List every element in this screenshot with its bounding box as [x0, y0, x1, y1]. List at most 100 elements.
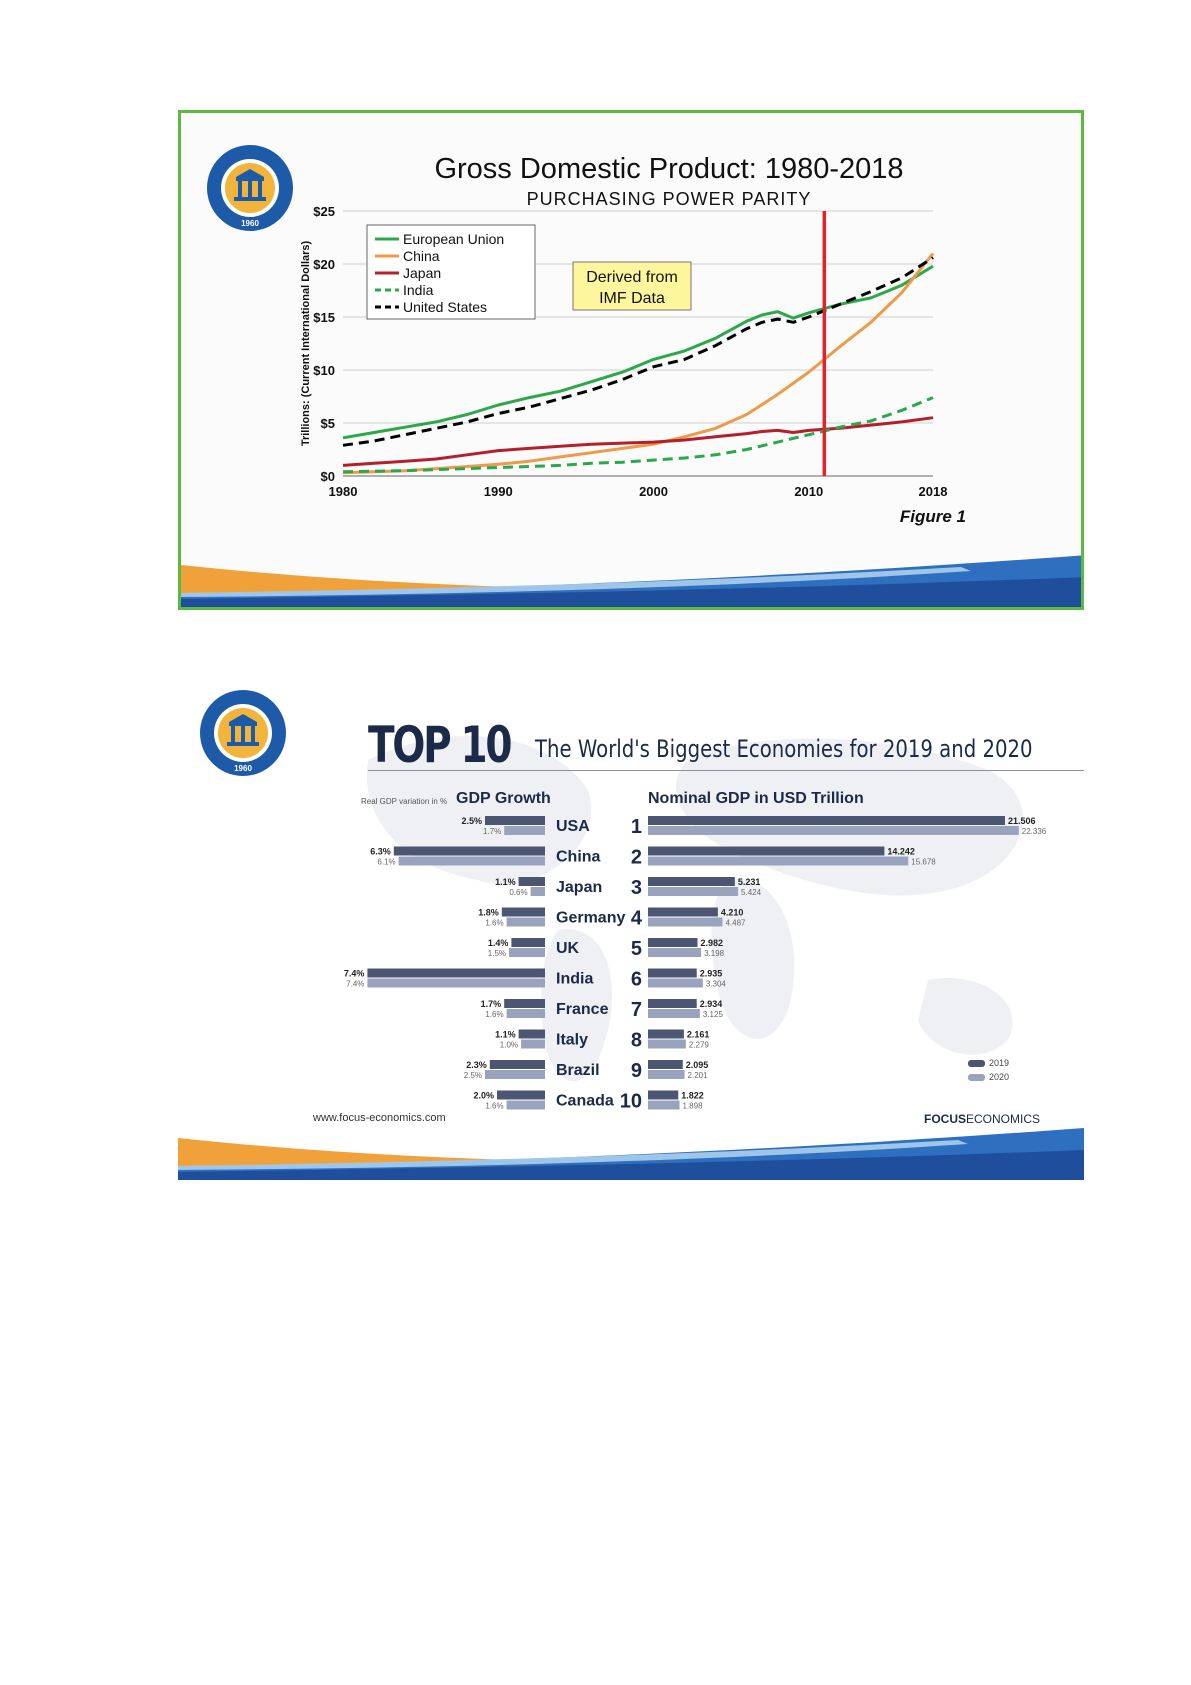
nominal-label-2019: 2.095: [686, 1060, 709, 1070]
gdp-growth-unit-note: Real GDP variation in %: [361, 797, 448, 806]
nominal-label-2019: 1.822: [681, 1091, 704, 1101]
nominal-label-2019: 21.506: [1008, 816, 1036, 826]
legend-label: European Union: [403, 231, 504, 247]
rank-label: 2: [631, 847, 642, 869]
growth-label-2020: 1.6%: [485, 919, 503, 928]
y-tick-label: $0: [321, 469, 335, 484]
country-label: Brazil: [556, 1062, 600, 1079]
y-tick-label: $10: [313, 363, 335, 378]
growth-label-2020: 1.5%: [488, 949, 506, 958]
nominal-label-2020: 1.898: [683, 1102, 704, 1111]
nominal-bar-2019: [648, 846, 885, 856]
legend-swatch-2020: [968, 1074, 985, 1082]
nominal-bar-2019: [648, 999, 697, 1008]
nominal-bar-2019: [648, 1090, 679, 1100]
university-logo: 1960: [200, 690, 286, 776]
chart-title: Gross Domestic Product: 1980-2018: [434, 153, 904, 185]
country-label: Italy: [556, 1032, 588, 1049]
nominal-label-2020: 4.487: [725, 919, 746, 928]
growth-label-2019: 7.4%: [344, 969, 365, 979]
growth-label-2020: 1.6%: [485, 1010, 503, 1019]
growth-label-2020: 7.4%: [346, 980, 364, 989]
growth-bar-2020: [509, 948, 545, 957]
nominal-bar-2020: [648, 1070, 685, 1079]
nominal-bar-2020: [648, 1039, 686, 1049]
nominal-bar-2019: [648, 816, 1005, 825]
growth-bar-2019: [393, 846, 545, 856]
country-label: Japan: [556, 879, 602, 896]
nominal-gdp-heading: Nominal GDP in USD Trillion: [648, 790, 864, 807]
nominal-bar-2020: [648, 1009, 700, 1018]
nominal-bar-2019: [648, 907, 718, 917]
nominal-bar-2020: [648, 948, 702, 957]
growth-bar-2020: [398, 856, 545, 866]
y-tick-label: $25: [313, 204, 335, 219]
growth-label-2019: 1.7%: [481, 999, 502, 1009]
growth-label-2019: 2.3%: [466, 1060, 487, 1070]
source-url: www.focus-economics.com: [313, 1112, 446, 1124]
y-tick-label: $5: [321, 416, 335, 431]
growth-label-2020: 1.6%: [485, 1102, 503, 1111]
growth-bar-2019: [497, 1090, 545, 1100]
nominal-label-2020: 2.279: [689, 1041, 710, 1050]
nominal-label-2020: 3.198: [704, 949, 725, 958]
rank-label: 8: [631, 1030, 642, 1052]
nominal-label-2019: 2.161: [687, 1030, 710, 1040]
growth-label-2020: 6.1%: [377, 858, 395, 867]
legend-swatch-2019: [968, 1060, 985, 1068]
legend-label: United States: [403, 299, 487, 315]
growth-bar-2019: [511, 938, 545, 947]
nominal-label-2020: 2.201: [688, 1071, 709, 1080]
annotation-text: Derived from: [586, 269, 678, 286]
growth-bar-2019: [504, 999, 545, 1008]
x-tick-label: 2018: [919, 484, 948, 499]
legend-label-2020: 2020: [989, 1072, 1010, 1082]
growth-bar-2020: [485, 1070, 545, 1079]
brand-bold: FOCUS: [924, 1112, 966, 1126]
nominal-bar-2019: [648, 877, 735, 886]
growth-bar-2020: [530, 887, 545, 896]
x-tick-label: 1980: [329, 484, 358, 499]
growth-label-2020: 1.0%: [500, 1041, 518, 1050]
country-label: USA: [556, 818, 590, 835]
nominal-label-2019: 2.982: [701, 938, 724, 948]
country-label: France: [556, 1001, 609, 1018]
nominal-label-2019: 5.231: [738, 877, 761, 887]
nominal-label-2019: 2.935: [700, 969, 723, 979]
country-label: India: [556, 971, 593, 988]
nominal-label-2020: 5.424: [741, 888, 762, 897]
nominal-bar-2019: [648, 1029, 684, 1039]
growth-label-2019: 1.1%: [495, 877, 516, 887]
growth-bar-2019: [367, 968, 545, 978]
logo-year: 1960: [234, 764, 252, 773]
nominal-label-2020: 3.304: [706, 980, 727, 989]
nominal-bar-2020: [648, 1100, 680, 1110]
nominal-label-2020: 22.336: [1022, 827, 1047, 836]
x-tick-label: 2000: [639, 484, 668, 499]
logo-year: 1960: [241, 219, 259, 228]
nominal-label-2020: 15.678: [911, 858, 936, 867]
legend-label-2019: 2019: [989, 1058, 1010, 1068]
footer-swoosh: [181, 555, 1081, 607]
focus-economics-logo: FOCUSECONOMICS: [924, 1112, 1040, 1126]
top10-subtitle: The World's Biggest Economies for 2019 a…: [535, 735, 1033, 763]
y-axis-label: Trillions: (Current International Dollar…: [300, 240, 312, 446]
nominal-bar-2019: [648, 1060, 683, 1069]
growth-label-2019: 1.4%: [488, 938, 509, 948]
slide-gdp-ppp: 1960 Gross Domestic Product: 1980-2018 P…: [178, 110, 1084, 610]
annotation-text: IMF Data: [599, 290, 665, 307]
growth-bar-2020: [506, 1100, 545, 1110]
gdp-line-chart: $0 $5 $10 $15 $20 $25 1980 1990 2000 2010 2018 Tril…: [300, 204, 966, 526]
legend-label: Japan: [403, 265, 441, 281]
growth-label-2020: 0.6%: [509, 888, 527, 897]
nominal-label-2019: 4.210: [721, 908, 744, 918]
x-tick-label: 1990: [484, 484, 513, 499]
rank-label: 6: [631, 969, 642, 991]
country-label: Canada: [556, 1093, 614, 1110]
growth-bar-2020: [521, 1039, 545, 1049]
growth-label-2020: 2.5%: [464, 1071, 482, 1080]
slide-top10-economies: 1960 TOP 10 The World's Biggest Economie…: [178, 680, 1084, 1180]
top10-title: TOP 10: [368, 716, 512, 774]
university-logo: 1960: [207, 145, 293, 231]
